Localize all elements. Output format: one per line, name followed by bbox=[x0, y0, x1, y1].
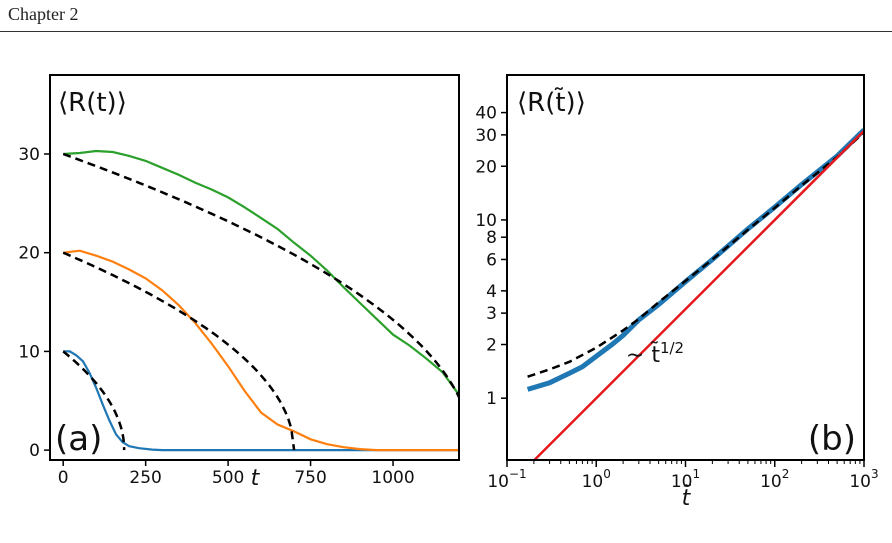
fit-curve-a-3 bbox=[62, 350, 126, 451]
series-line-b-0 bbox=[526, 128, 864, 392]
y-tick-label-b: 10 bbox=[475, 211, 497, 231]
y-tick-label-b: 20 bbox=[475, 157, 497, 177]
y-tick-label-b: 1 bbox=[486, 389, 497, 409]
x-tick-label-b: 103 bbox=[849, 467, 878, 492]
panel-b-label: (b) bbox=[808, 419, 856, 459]
panel-b-title: ⟨R(t̃)⟩ bbox=[517, 86, 586, 118]
x-tick-label-a: 750 bbox=[294, 468, 326, 488]
y-tick-label-b: 40 bbox=[475, 104, 497, 124]
x-tick-label-a: 250 bbox=[129, 468, 161, 488]
y-tick-label-a: 0 bbox=[29, 441, 40, 461]
y-tick-label-a: 20 bbox=[18, 244, 40, 264]
panel-a-label: (a) bbox=[55, 419, 102, 459]
x-tick-label-a: 500 bbox=[212, 468, 244, 488]
x-tick-label-a: 1000 bbox=[371, 468, 414, 488]
panel-a-title: ⟨R(t)⟩ bbox=[58, 88, 127, 118]
panel-b-frame bbox=[506, 74, 865, 461]
slope-annotation: ∼ t̃1/2 bbox=[626, 339, 684, 368]
series-line-a-2 bbox=[63, 149, 459, 396]
fit-curve-b-1 bbox=[527, 131, 864, 378]
x-tick-label-b: 100 bbox=[582, 467, 611, 492]
series-line-b-2 bbox=[532, 129, 864, 460]
header-rule bbox=[0, 31, 892, 32]
y-tick-label-a: 10 bbox=[18, 342, 40, 362]
x-tick-label-a: 0 bbox=[58, 468, 69, 488]
y-tick-label-b: 2 bbox=[486, 336, 497, 356]
y-tick-label-b: 6 bbox=[486, 250, 497, 270]
y-tick-label-b: 8 bbox=[486, 228, 497, 248]
x-axis-label-b: t̃ bbox=[682, 485, 692, 511]
series-line-a-1 bbox=[63, 249, 459, 452]
y-tick-label-b: 4 bbox=[486, 282, 497, 302]
fit-curve-a-4 bbox=[62, 251, 296, 451]
panel-a-frame bbox=[49, 74, 460, 461]
x-tick-label-b: 10−1 bbox=[487, 467, 526, 492]
x-tick-label-b: 101 bbox=[671, 467, 700, 492]
x-tick-label-b: 102 bbox=[760, 467, 789, 492]
x-axis-label-a: t bbox=[251, 466, 261, 491]
y-tick-label-a: 30 bbox=[18, 145, 40, 165]
y-tick-label-b: 30 bbox=[475, 126, 497, 146]
fit-curve-a-5 bbox=[62, 152, 459, 400]
y-tick-label-b: 3 bbox=[486, 304, 497, 324]
chapter-header: Chapter 2 bbox=[8, 4, 79, 24]
series-line-a-0 bbox=[63, 350, 459, 452]
